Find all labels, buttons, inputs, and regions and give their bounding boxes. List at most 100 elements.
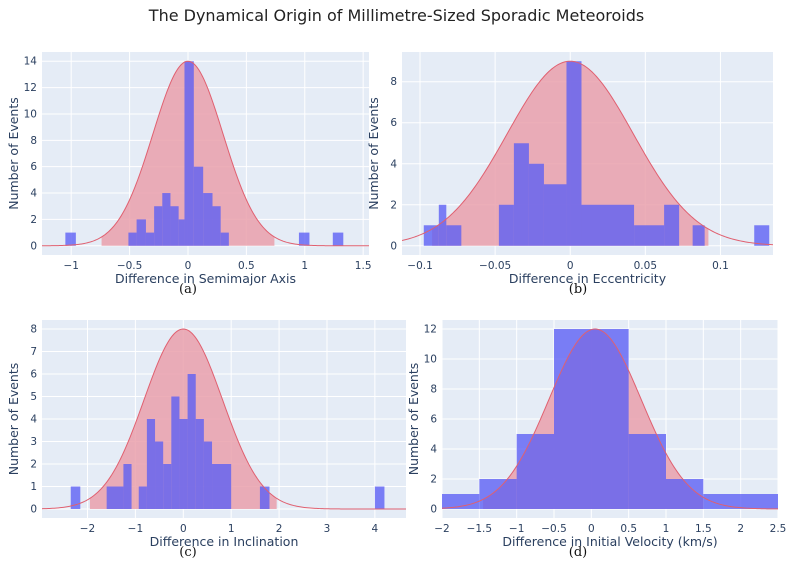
histogram-bar bbox=[193, 166, 204, 246]
histogram-bar bbox=[212, 464, 232, 509]
y-tick-label: 6 bbox=[390, 117, 397, 129]
histogram-bar bbox=[692, 225, 705, 246]
histogram-bar bbox=[203, 441, 213, 509]
histogram-bar bbox=[195, 419, 204, 509]
histogram-bar bbox=[664, 204, 680, 246]
histogram-bar bbox=[374, 486, 385, 509]
caption-d: (d) bbox=[568, 545, 588, 560]
x-tick-label: −0.5 bbox=[117, 260, 143, 272]
histogram-bar bbox=[123, 464, 132, 509]
histogram-bar bbox=[145, 232, 155, 246]
x-tick-label: 0.5 bbox=[620, 523, 637, 535]
x-tick-label: 0 bbox=[185, 260, 192, 272]
x-tick-label: 1 bbox=[663, 523, 670, 535]
gaussian-curve bbox=[42, 328, 406, 510]
y-tick-label: 6 bbox=[30, 369, 37, 381]
histogram-bar bbox=[146, 419, 156, 509]
gaussian-curve bbox=[42, 60, 369, 247]
y-tick-label: 12 bbox=[24, 82, 37, 94]
panel-b: 0 2 4 6 8 −0.1 −0.05 0 0.05 0.1 Difference in Ecce… bbox=[366, 52, 773, 286]
figure-title: The Dynamical Origin of Millimetre-Sized… bbox=[148, 6, 645, 25]
histogram-bar bbox=[513, 143, 529, 246]
x-tick-label: −0.1 bbox=[407, 260, 433, 272]
histogram-bar bbox=[65, 232, 76, 246]
histogram-bar bbox=[754, 225, 770, 246]
y-tick-label: 4 bbox=[390, 158, 397, 170]
y-axis-title: Number of Events bbox=[406, 363, 421, 476]
y-tick-label: 0 bbox=[30, 240, 37, 252]
histogram-bar bbox=[554, 329, 629, 509]
y-tick-label: 2 bbox=[30, 214, 37, 226]
histogram-bar bbox=[136, 219, 146, 246]
y-tick-label: 6 bbox=[30, 161, 37, 173]
y-tick-label: 8 bbox=[390, 76, 397, 88]
plot-area bbox=[402, 60, 773, 246]
y-tick-label: 0 bbox=[390, 240, 397, 252]
histogram-bar bbox=[628, 434, 666, 509]
y-tick-label: 0 bbox=[430, 504, 437, 516]
x-tick-label: 0 bbox=[180, 523, 187, 535]
x-tick-label: 0.05 bbox=[634, 260, 657, 272]
y-tick-label: 2 bbox=[430, 474, 437, 486]
histogram-bar bbox=[70, 486, 81, 509]
plot-area bbox=[42, 60, 369, 247]
y-tick-label: 12 bbox=[424, 324, 437, 336]
histogram-bar bbox=[703, 494, 778, 509]
y-tick-label: 4 bbox=[430, 444, 437, 456]
y-tick-label: 8 bbox=[30, 324, 37, 336]
histogram-bar bbox=[171, 396, 180, 509]
histogram-bar bbox=[138, 486, 147, 509]
histogram-bar bbox=[187, 374, 196, 509]
histogram-bar bbox=[170, 206, 179, 246]
y-axis-title: Number of Events bbox=[6, 97, 21, 210]
x-tick-label: −0.05 bbox=[479, 260, 511, 272]
y-tick-label: 8 bbox=[430, 384, 437, 396]
x-tick-label: 2 bbox=[276, 523, 283, 535]
x-tick-label: −1 bbox=[128, 523, 143, 535]
histogram-bar bbox=[212, 206, 221, 246]
histogram-bar bbox=[528, 163, 544, 246]
y-tick-label: 8 bbox=[30, 135, 37, 147]
histogram-bar bbox=[298, 232, 310, 246]
y-tick-label: 10 bbox=[24, 108, 37, 120]
y-axis-title: Number of Events bbox=[366, 97, 381, 210]
histogram-bar bbox=[184, 61, 194, 246]
histogram-bar bbox=[162, 193, 171, 246]
histogram-bar bbox=[566, 61, 582, 246]
caption-b: (b) bbox=[568, 282, 588, 297]
histogram-bar bbox=[423, 225, 439, 246]
caption-c: (c) bbox=[179, 545, 197, 560]
x-tick-label: 1 bbox=[301, 260, 308, 272]
histogram-bar bbox=[155, 441, 164, 509]
x-tick-label: 1.5 bbox=[695, 523, 712, 535]
histogram-bar bbox=[220, 232, 229, 246]
x-axis-title: Difference in Initial Velocity (km/s) bbox=[502, 534, 717, 549]
x-axis-title: Difference in Inclination bbox=[150, 534, 299, 549]
histogram-bar bbox=[498, 204, 514, 246]
plot-area bbox=[442, 328, 778, 510]
histogram-bar bbox=[128, 232, 137, 246]
y-tick-label: 2 bbox=[30, 459, 37, 471]
histogram-bar bbox=[666, 479, 704, 509]
histogram-bar bbox=[154, 206, 163, 246]
x-tick-label: 1 bbox=[228, 523, 235, 535]
histogram-bar bbox=[543, 184, 567, 246]
caption-a: (a) bbox=[179, 282, 197, 297]
x-tick-label: −1.5 bbox=[467, 523, 493, 535]
y-tick-label: 2 bbox=[390, 199, 397, 211]
y-tick-label: 7 bbox=[30, 346, 37, 358]
y-tick-label: 1 bbox=[30, 481, 37, 493]
x-axis-title: Difference in Eccentricity bbox=[509, 271, 667, 286]
y-tick-label: 4 bbox=[30, 188, 37, 200]
histogram-bar bbox=[446, 225, 462, 246]
histogram-bar bbox=[581, 204, 635, 246]
x-tick-label: −2 bbox=[434, 523, 449, 535]
histogram-bar bbox=[178, 219, 185, 246]
gaussian-curve bbox=[442, 328, 778, 510]
histogram-bar bbox=[438, 204, 447, 246]
plot-area bbox=[42, 328, 406, 510]
panel-a: 0 2 4 6 8 10 12 14 −1 −0.5 0 0.5 1 1.5 Difference in S… bbox=[6, 52, 372, 286]
histogram-bar bbox=[332, 232, 344, 246]
x-tick-label: −1 bbox=[509, 523, 524, 535]
